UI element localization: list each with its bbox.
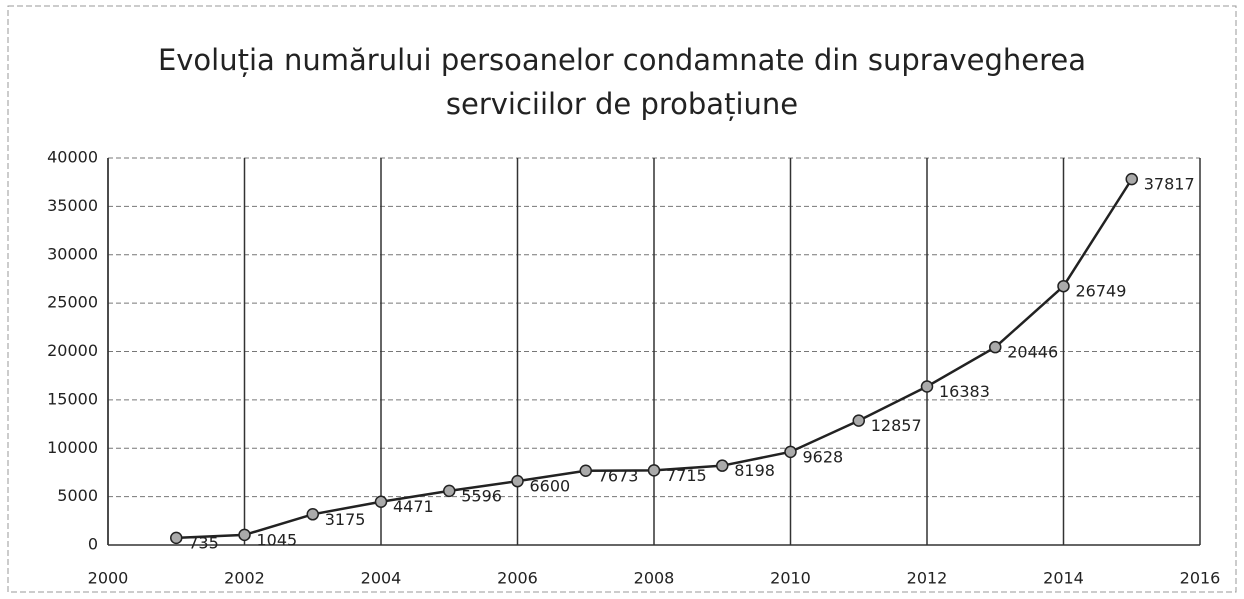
data-label: 8198 — [734, 461, 775, 480]
x-tick-label: 2010 — [770, 569, 811, 588]
marker — [989, 340, 1002, 354]
x-tick-label: 2002 — [224, 569, 265, 588]
chart-frame — [7, 5, 1237, 593]
marker — [784, 445, 797, 459]
data-label: 7715 — [666, 466, 707, 485]
marker — [443, 484, 456, 498]
y-tick-label: 5000 — [57, 486, 98, 505]
y-tick-label: 10000 — [47, 438, 98, 457]
y-tick-label: 0 — [88, 535, 98, 554]
data-label: 37817 — [1144, 175, 1195, 194]
marker — [647, 464, 661, 477]
marker — [1057, 279, 1070, 293]
y-tick-label: 30000 — [47, 244, 98, 263]
data-label: 4471 — [393, 497, 434, 516]
y-tick-label: 20000 — [47, 341, 98, 360]
marker — [306, 508, 319, 521]
marker — [170, 531, 183, 545]
x-tick-label: 2006 — [497, 569, 538, 588]
y-tick-label: 35000 — [47, 196, 98, 215]
marker — [716, 459, 729, 472]
x-tick-label: 2008 — [634, 569, 675, 588]
x-tick-label: 2004 — [361, 569, 402, 588]
marker — [374, 495, 388, 508]
x-tick-label: 2014 — [1043, 569, 1084, 588]
chart-title: Evoluția numărului persoanelor condamnat… — [157, 43, 1087, 121]
marker — [852, 414, 865, 427]
data-label: 3175 — [325, 510, 366, 529]
y-tick-label: 15000 — [47, 389, 98, 408]
data-label: 20446 — [1007, 343, 1058, 362]
data-label: 6600 — [530, 477, 571, 496]
marker — [511, 474, 524, 488]
data-label: 26749 — [1076, 282, 1127, 301]
marker — [579, 464, 592, 478]
x-tick-label: 2016 — [1180, 569, 1221, 588]
data-label: 12857 — [871, 416, 922, 435]
y-tick-label: 25000 — [47, 293, 98, 312]
x-tick-label: 2012 — [907, 569, 948, 588]
data-label: 9628 — [803, 447, 844, 466]
y-tick-label: 40000 — [47, 148, 98, 167]
data-label: 1045 — [257, 530, 298, 549]
data-label: 735 — [188, 533, 219, 552]
data-label: 7673 — [598, 466, 639, 485]
data-label: 16383 — [939, 382, 990, 401]
marker — [920, 380, 934, 393]
marker — [1125, 172, 1138, 186]
marker — [238, 528, 251, 542]
x-tick-label: 2000 — [88, 569, 129, 588]
data-label: 5596 — [461, 486, 502, 505]
